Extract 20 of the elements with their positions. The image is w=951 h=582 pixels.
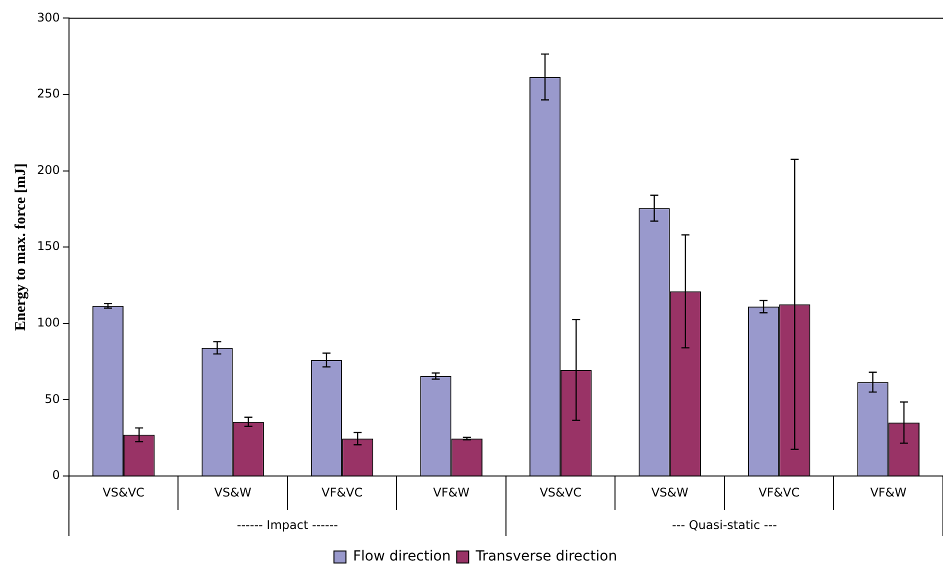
x-tick-label: VF&W xyxy=(433,485,470,500)
y-tick-label: 250 xyxy=(37,86,60,101)
y-tick-label: 150 xyxy=(37,239,60,254)
text: --- Quasi-static --- xyxy=(672,518,777,532)
legend-label: Transverse direction xyxy=(474,548,618,565)
x-tick-label: VS&VC xyxy=(540,485,582,500)
x-tick-label: VF&W xyxy=(870,485,907,500)
y-tick-label: 200 xyxy=(37,162,60,177)
x-tick-label: VF&VC xyxy=(322,485,363,500)
x-tick-label: VS&W xyxy=(651,485,688,500)
y-tick-label: 300 xyxy=(37,10,60,24)
y-tick-label: 0 xyxy=(52,468,60,482)
text: ------ Impact ------ xyxy=(236,518,338,532)
y-axis-title: Energy to max. force [mJ] xyxy=(12,163,29,331)
y-tick-label: 50 xyxy=(44,392,60,406)
x-tick-label: VS&W xyxy=(214,485,252,500)
y-tick-label: 100 xyxy=(37,316,60,330)
legend-label: Flow direction xyxy=(352,548,451,565)
x-tick-label: VF&VC xyxy=(758,485,800,500)
x-tick-label: VS&VC xyxy=(102,485,144,500)
